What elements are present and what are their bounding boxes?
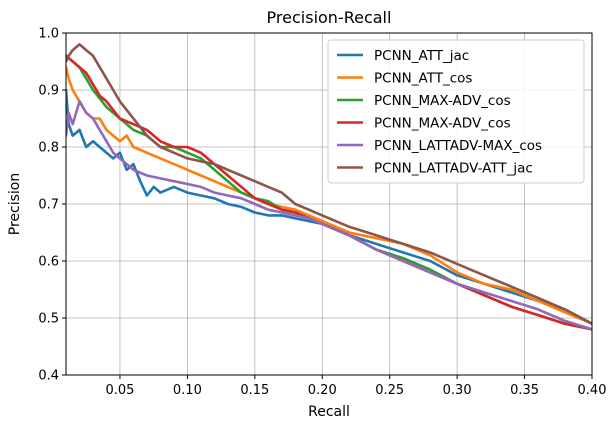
legend: PCNN_ATT_jac PCNN_ATT_cos PCNN_MAX-ADV_cos… <box>327 39 585 184</box>
x-tick-label: 0.35 <box>510 383 539 398</box>
x-tick-label: 0.20 <box>308 383 337 398</box>
series-line-0 <box>66 88 592 326</box>
chart-title: Precision-Recall <box>267 8 392 27</box>
legend-label: PCNN_LATTADV-ATT_jac <box>374 161 533 177</box>
x-tick-label: 0.05 <box>105 383 134 398</box>
y-tick-label: 0.8 <box>38 141 59 156</box>
x-tick-label: 0.25 <box>375 383 404 398</box>
series-line-5 <box>66 43 592 326</box>
legend-label: PCNN_ATT_jac <box>374 48 469 64</box>
y-tick-label: 0.9 <box>38 84 59 99</box>
legend-label: PCNN_LATTADV-MAX_cos <box>374 138 542 154</box>
series-line-4 <box>66 100 592 331</box>
series-lines <box>66 43 592 331</box>
axis-ticks: 0.05 0.10 0.15 0.20 0.25 0.30 0.35 0.40 0.4 0.5 0.… <box>38 27 606 399</box>
y-tick-label: 0.5 <box>38 312 59 327</box>
y-tick-label: 0.7 <box>38 198 59 213</box>
x-axis-label: Recall <box>308 404 350 420</box>
y-tick-label: 0.4 <box>38 369 59 384</box>
legend-label: PCNN_MAX-ADV_cos <box>374 116 511 132</box>
y-axis-label: Precision <box>7 173 23 235</box>
x-tick-label: 0.30 <box>443 383 472 398</box>
x-tick-label: 0.15 <box>240 383 269 398</box>
y-tick-label: 0.6 <box>38 255 59 270</box>
x-tick-label: 0.40 <box>578 383 607 398</box>
legend-label: PCNN_ATT_cos <box>374 71 472 87</box>
legend-label: PCNN_MAX-ADV_cos <box>374 93 511 109</box>
legend-box <box>327 39 585 184</box>
x-tick-label: 0.10 <box>173 383 202 398</box>
y-tick-label: 1.0 <box>38 27 59 42</box>
series-line-1 <box>66 65 592 326</box>
